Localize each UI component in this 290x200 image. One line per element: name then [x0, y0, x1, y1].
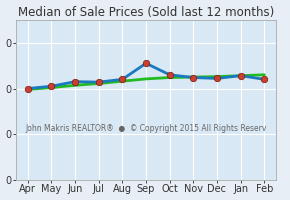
- Point: [96, 81, 101, 84]
- Point: [73, 80, 77, 83]
- Point: [167, 73, 172, 76]
- Title: Median of Sale Prices (Sold last 12 months): Median of Sale Prices (Sold last 12 mont…: [18, 6, 274, 19]
- Point: [49, 85, 54, 88]
- Point: [144, 62, 148, 65]
- Point: [238, 74, 243, 77]
- Point: [25, 87, 30, 90]
- Point: [191, 76, 196, 79]
- Point: [215, 77, 219, 80]
- Text: John Makris REALTOR®  ●  © Copyright 2015 All Rights Reserv: John Makris REALTOR® ● © Copyright 2015 …: [25, 124, 267, 133]
- Point: [120, 78, 125, 81]
- Point: [262, 78, 267, 81]
